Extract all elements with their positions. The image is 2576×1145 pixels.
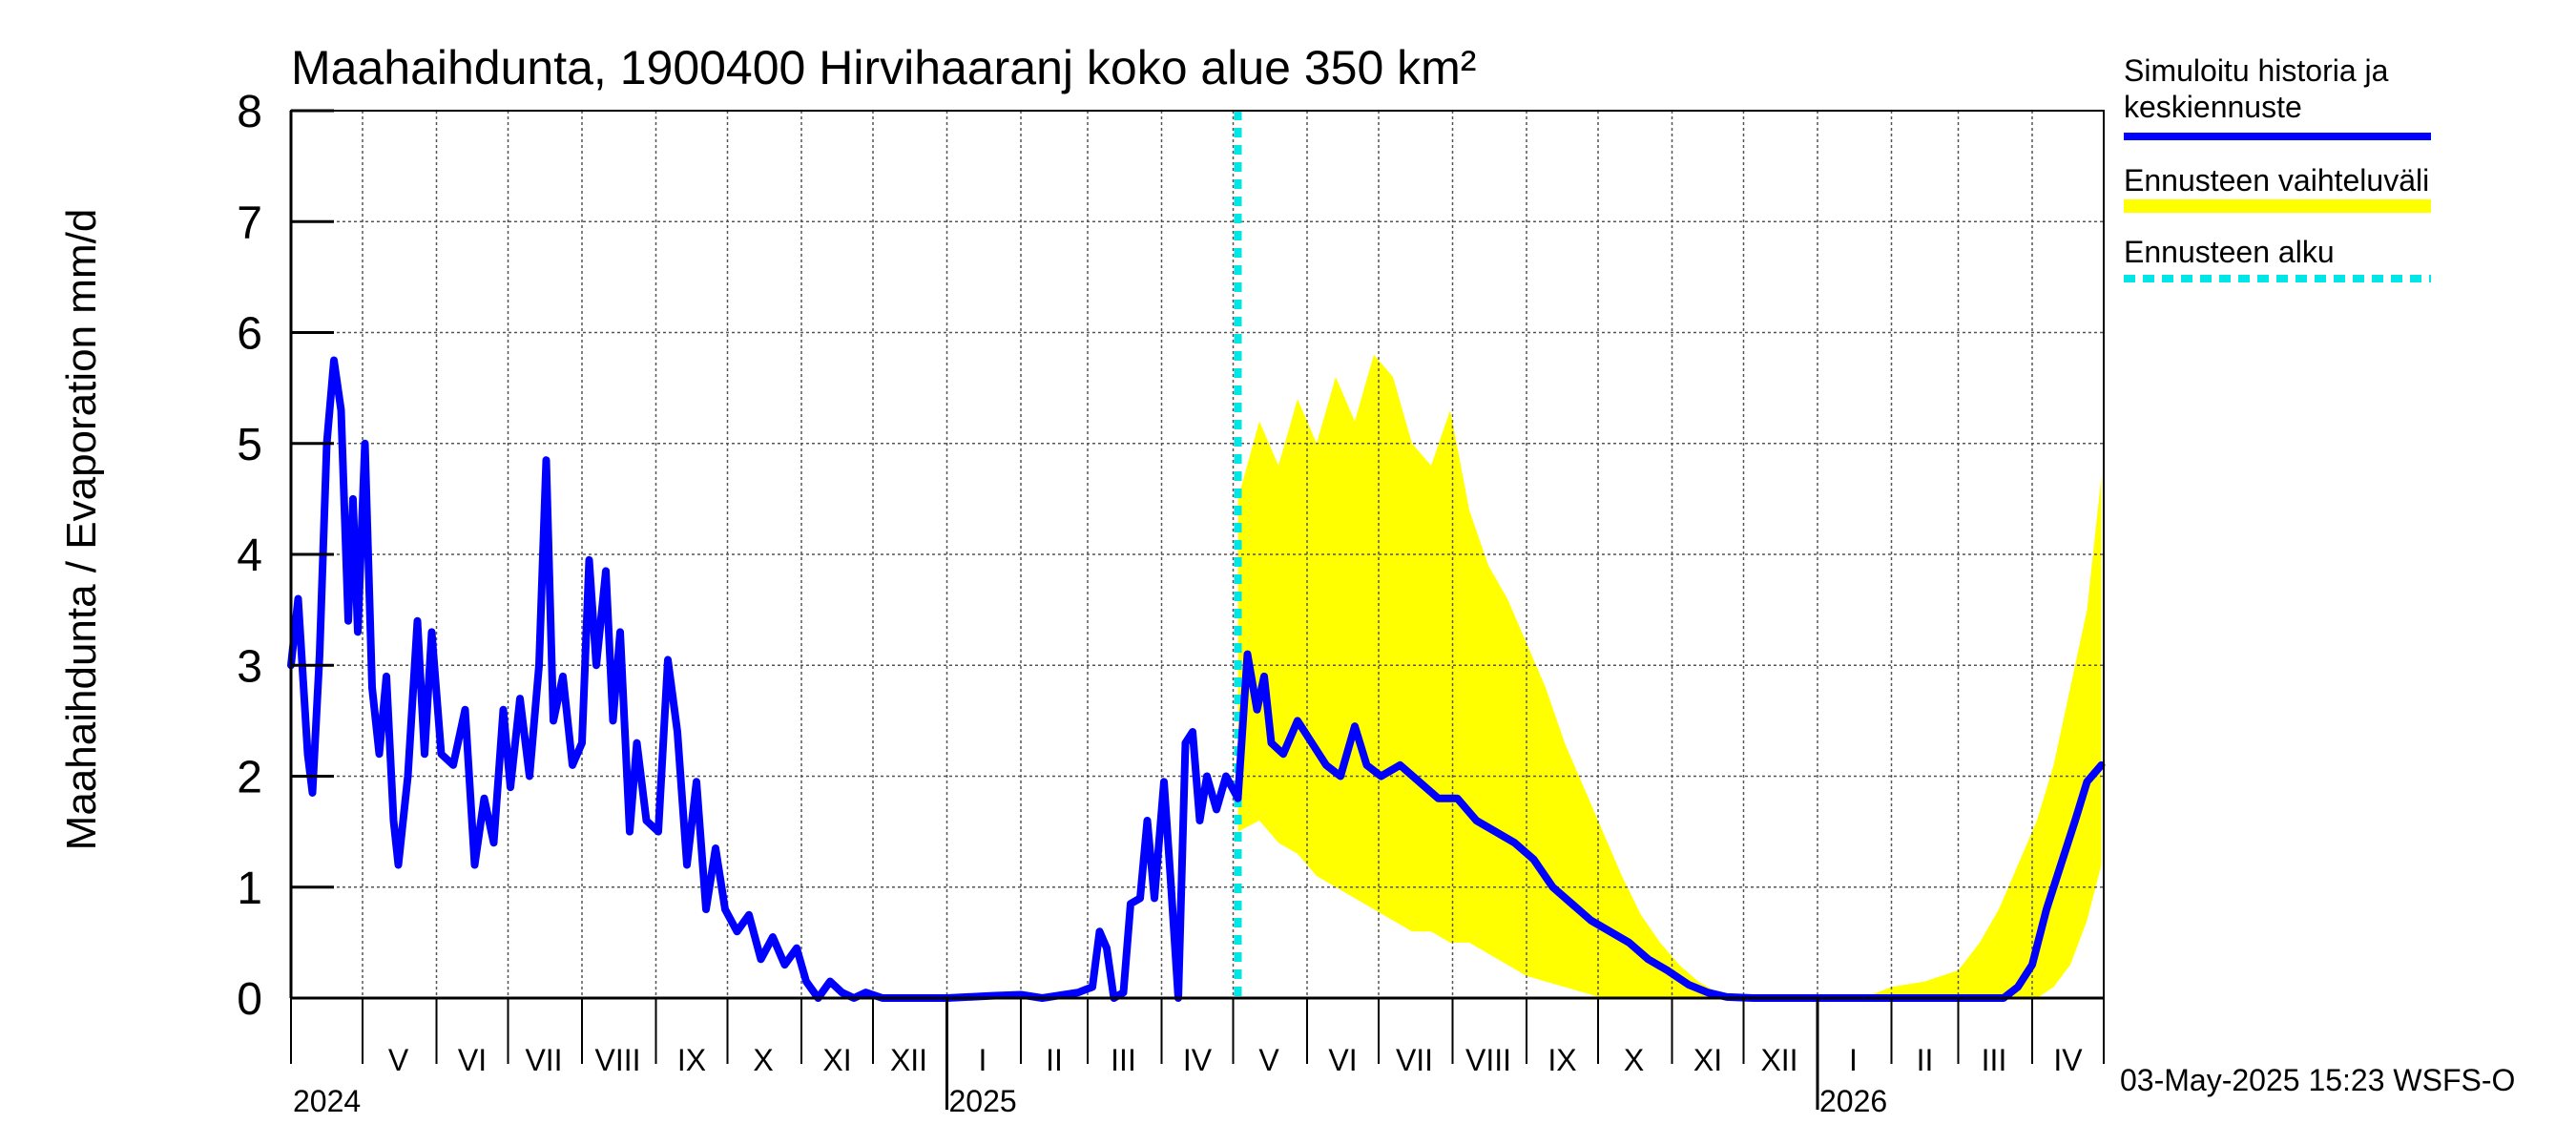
chart-title: Maahaihdunta, 1900400 Hirvihaaranj koko … [291,41,1476,94]
y-tick-label: 6 [237,309,262,360]
series-layer [287,111,2106,1002]
y-axis-label: Maahaihdunta / Evaporation mm/d [58,209,105,851]
month-label: I [1849,1043,1858,1077]
month-label: V [388,1043,409,1077]
simulated-evaporation-line [287,356,2106,1002]
forecast-band-layer [1237,354,2102,998]
month-label: VIII [1465,1043,1511,1077]
month-label: VIII [594,1043,640,1077]
y-tick-label: 2 [237,753,262,803]
month-label: VII [1396,1043,1433,1077]
month-label: IX [1548,1043,1576,1077]
year-label: 2025 [949,1084,1017,1118]
month-label: III [1982,1043,2007,1077]
y-tick-label: 3 [237,641,262,692]
month-label: VI [458,1043,487,1077]
month-label: VI [1328,1043,1357,1077]
legend-label: Ennusteen vaihteluväli [2124,163,2429,198]
month-label: IV [1183,1043,1213,1077]
month-label: II [1046,1043,1063,1077]
legend-label-line: keskiennuste [2124,90,2302,124]
y-tick-label: 0 [237,974,262,1025]
month-label: II [1917,1043,1934,1077]
legend-label-line: Simuloitu historia ja [2124,53,2389,88]
month-label: IV [2053,1043,2083,1077]
legend-label: Ennusteen alku [2124,235,2335,269]
legend: Simuloitu historia ja keskiennuste Ennuste… [2124,53,2431,282]
y-tick-label: 5 [237,420,262,470]
month-label: V [1258,1043,1279,1077]
month-label: X [1624,1043,1644,1077]
month-label: III [1111,1043,1136,1077]
month-label: XI [822,1043,851,1077]
legend-label: Simuloitu historia ja keskiennuste [2124,53,2389,124]
month-label: I [979,1043,987,1077]
footer-timestamp: 03-May-2025 15:23 WSFS-O [2120,1063,2515,1097]
month-label: XII [1760,1043,1797,1077]
year-label: 2026 [1819,1084,1887,1118]
month-label: XII [890,1043,927,1077]
year-label: 2024 [293,1084,361,1118]
y-tick-label: 1 [237,864,262,914]
y-tick-label: 8 [237,87,262,137]
y-tick-label: 4 [237,531,262,581]
month-label: XI [1693,1043,1722,1077]
month-label: X [753,1043,773,1077]
month-label: VII [525,1043,562,1077]
y-tick-label: 7 [237,198,262,248]
forecast-range-band [1237,354,2102,998]
month-label: IX [677,1043,706,1077]
